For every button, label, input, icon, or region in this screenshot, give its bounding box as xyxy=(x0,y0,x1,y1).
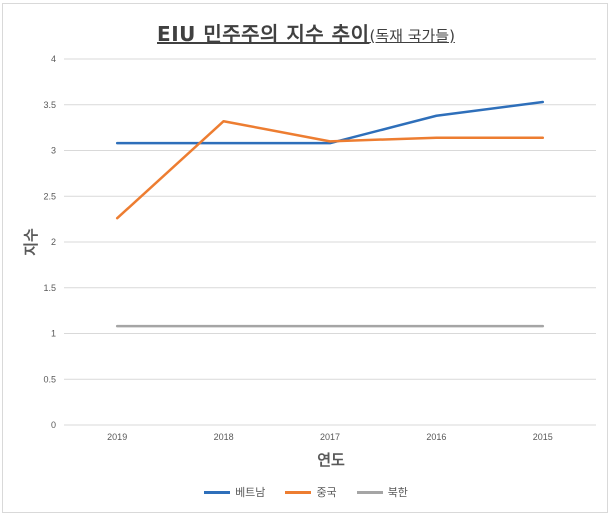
x-tick-label: 2017 xyxy=(320,432,340,442)
series-line-1 xyxy=(115,119,545,220)
y-tick-labels: 0 0.5 1 1.5 2 2.5 3 3.5 4 xyxy=(43,54,56,430)
legend: 베트남 중국 북한 xyxy=(0,484,612,500)
legend-item: 북한 xyxy=(356,484,408,500)
y-axis-title: 지수 xyxy=(22,228,40,256)
chart-title: EIU 민주주의 지수 추이 xyxy=(157,22,370,46)
legend-label: 북한 xyxy=(387,486,408,499)
chart-title-block: EIU 민주주의 지수 추이(독재 국가들) xyxy=(0,18,612,47)
chart-frame xyxy=(2,3,608,513)
series-line-0 xyxy=(115,100,545,145)
gridlines xyxy=(64,58,596,426)
x-axis-title: 연도 xyxy=(317,451,345,469)
y-tick-label: 3.5 xyxy=(43,100,56,110)
x-tick-labels: 2019 2018 2017 2016 2015 xyxy=(107,432,553,442)
legend-item: 베트남 xyxy=(204,484,265,500)
legend-label: 중국 xyxy=(316,486,337,499)
series-lines xyxy=(115,100,545,328)
x-tick-label: 2018 xyxy=(214,432,234,442)
legend-swatch xyxy=(204,490,231,494)
legend-swatch xyxy=(285,490,312,494)
y-tick-label: 2 xyxy=(51,237,56,247)
y-tick-label: 3 xyxy=(51,146,56,156)
x-tick-label: 2019 xyxy=(107,432,127,442)
y-tick-label: 0.5 xyxy=(43,374,56,384)
y-tick-label: 1.5 xyxy=(43,283,56,293)
legend-swatch xyxy=(356,490,383,494)
x-tick-label: 2015 xyxy=(533,432,553,442)
y-tick-label: 4 xyxy=(51,54,56,64)
y-tick-label: 2.5 xyxy=(43,191,56,201)
y-tick-label: 0 xyxy=(51,420,56,430)
y-tick-label: 1 xyxy=(51,329,56,339)
x-tick-label: 2016 xyxy=(426,432,446,442)
legend-item: 중국 xyxy=(285,484,337,500)
chart-subtitle: (독재 국가들) xyxy=(369,27,455,45)
legend-label: 베트남 xyxy=(235,486,266,499)
